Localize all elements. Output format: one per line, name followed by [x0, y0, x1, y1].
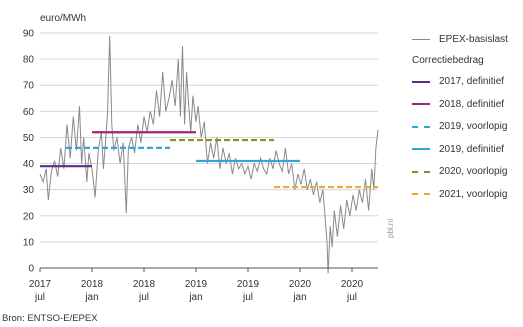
x-tick-year: 2020 [289, 279, 312, 290]
y-tick-label: 0 [28, 264, 34, 275]
legend-label: 2018, definitief [439, 98, 505, 110]
y-tick-label: 50 [23, 133, 35, 144]
legend-label: 2017, definitief [439, 76, 505, 88]
x-tick-month: jan [292, 292, 306, 303]
legend-item-2020-voorlopig: 2020, voorlopig [412, 161, 523, 184]
y-tick-label: 20 [23, 211, 35, 222]
source-note: Bron: ENTSO-E/EPEX [2, 313, 98, 324]
x-tick-year: 2018 [133, 279, 156, 290]
legend-label: 2019, definitief [439, 143, 505, 155]
legend-item-2019-voorlopig: 2019, voorlopig [412, 116, 523, 139]
y-tick-label: 70 [23, 81, 35, 92]
y-tick-label: 10 [23, 237, 35, 248]
legend-swatch [412, 170, 430, 173]
legend-item-2019-definitief: 2019, definitief [412, 138, 523, 161]
x-tick-month: jan [84, 292, 98, 303]
x-tick-month: jul [242, 292, 253, 303]
legend-label: 2019, voorlopig [439, 121, 508, 133]
legend-item-epex: EPEX-basislast [412, 28, 523, 51]
x-tick-month: jul [34, 292, 45, 303]
legend-swatch [412, 38, 430, 40]
legend-item-2021-voorlopig: 2021, voorlopig [412, 183, 523, 206]
x-tick-month: jul [346, 292, 357, 303]
watermark: pbl.nl [386, 218, 395, 238]
legend-label: 2020, voorlopig [439, 166, 508, 178]
y-tick-label: 60 [23, 107, 35, 118]
series-group [39, 35, 379, 274]
y-axis-label: euro/MWh [40, 13, 86, 24]
series-line-epex [39, 35, 379, 274]
y-tick-label: 30 [23, 185, 35, 196]
legend-swatch [412, 148, 430, 151]
y-tick-labels: 0 10 20 30 40 50 60 70 80 90 [23, 29, 35, 275]
legend-item-2017-definitief: 2017, definitief [412, 71, 523, 94]
legend-heading: Correctiebedrag [412, 55, 484, 66]
legend-swatch [412, 103, 430, 106]
legend-swatch [412, 80, 430, 83]
x-tick-year: 2018 [81, 279, 104, 290]
x-tick-year: 2017 [29, 279, 52, 290]
x-tick-month: jan [188, 292, 202, 303]
x-tick-year: 2020 [341, 279, 364, 290]
legend: EPEX-basislast Correctiebedrag 2017, def… [412, 28, 523, 206]
x-tick-year: 2019 [237, 279, 260, 290]
y-tick-label: 40 [23, 159, 35, 170]
x-tick-labels: 2017 jul 2018 jan 2018 jul 2019 jan 2019 jul 2020 j… [29, 279, 364, 303]
y-tick-label: 90 [23, 29, 35, 40]
legend-item-2018-definitief: 2018, definitief [412, 93, 523, 116]
y-tick-label: 80 [23, 55, 35, 66]
x-tick-year: 2019 [185, 279, 208, 290]
legend-label: EPEX-basislast [439, 33, 508, 45]
grid-lines [40, 32, 378, 243]
legend-swatch [412, 125, 430, 128]
legend-label: 2021, voorlopig [439, 188, 508, 200]
legend-swatch [412, 193, 430, 196]
axis-lines [39, 267, 378, 272]
x-tick-month: jul [138, 292, 149, 303]
